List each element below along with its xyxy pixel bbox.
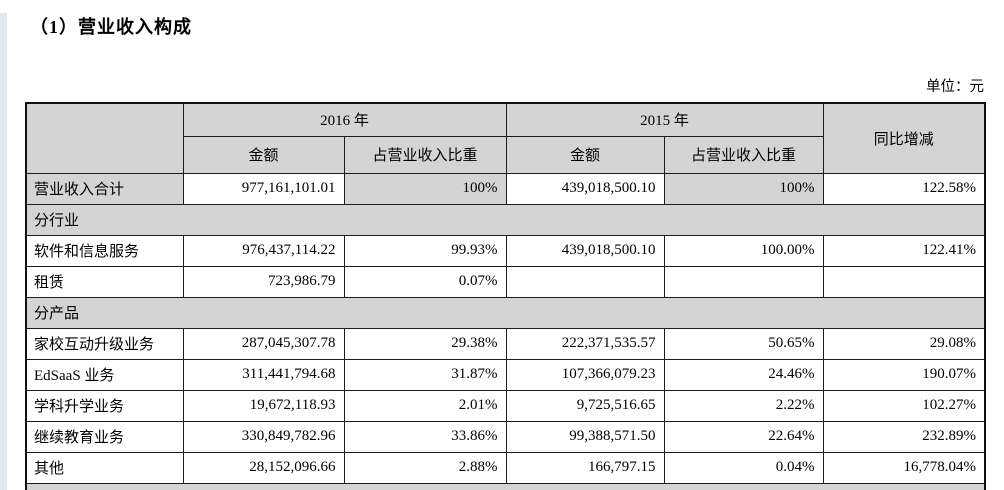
table-row: EdSaaS 业务 311,441,794.68 31.87% 107,366,… — [25, 358, 986, 391]
col-group-2015: 2015 年 — [505, 102, 824, 137]
table-row-total: 营业收入合计 977,161,101.01 100% 439,018,500.1… — [25, 172, 986, 205]
cell-share-2015 — [663, 265, 824, 298]
cell-label: 其他 — [25, 451, 184, 484]
cell-label: 继续教育业务 — [25, 420, 184, 453]
section-label: 分行业 — [25, 203, 986, 236]
cell-amount-2015: 439,018,500.10 — [505, 172, 665, 205]
cell-share-2015: 100% — [663, 172, 824, 205]
cell-amount-2015: 107,366,079.23 — [505, 358, 665, 391]
page-title: （1）营业收入构成 — [30, 17, 192, 37]
section-row-product: 分产品 — [25, 296, 986, 329]
cell-amount-2015: 99,388,571.50 — [505, 420, 665, 453]
cell-share-2015: 0.04% — [663, 451, 824, 484]
cell-amount-2016: 976,437,114.22 — [182, 234, 345, 267]
col-header-amount-2016: 金额 — [182, 135, 345, 174]
header-row-metrics: 金额 占营业收入比重 金额 占营业收入比重 — [26, 135, 985, 174]
cell-yoy: 122.58% — [822, 172, 986, 205]
cell-yoy: 16,778.04% — [822, 451, 986, 484]
section-label: 分产品 — [25, 296, 986, 329]
corner-empty-cell — [25, 102, 184, 174]
cell-yoy: 232.89% — [822, 420, 986, 453]
table-row: 软件和信息服务 976,437,114.22 99.93% 439,018,50… — [25, 234, 986, 267]
section-row-industry: 分行业 — [25, 203, 986, 236]
table-row: 其他 28,152,096.66 2.88% 166,797.15 0.04% … — [25, 451, 986, 484]
cell-share-2015: 22.64% — [663, 420, 824, 453]
cell-label: 学科升学业务 — [25, 389, 184, 422]
col-header-share-2016: 占营业收入比重 — [343, 135, 507, 174]
cell-amount-2015: 9,725,516.65 — [505, 389, 665, 422]
cell-share-2016: 29.38% — [343, 327, 507, 360]
cell-share-2016: 31.87% — [343, 358, 507, 391]
header-row-years: 2016 年 2015 年 同比增减 — [25, 102, 986, 174]
table-row: 租赁 723,986.79 0.07% — [25, 265, 986, 298]
cell-share-2016: 100% — [343, 172, 507, 205]
col-group-2016: 2016 年 — [182, 102, 507, 137]
table-body: 营业收入合计 977,161,101.01 100% 439,018,500.1… — [25, 172, 986, 490]
revenue-composition-table: 2016 年 2015 年 同比增减 金额 占营业收入比重 金额 占营业收入比重… — [25, 102, 987, 490]
cell-label: 家校互动升级业务 — [25, 327, 184, 360]
cell-amount-2016: 311,441,794.68 — [182, 358, 345, 391]
cell-amount-2015: 166,797.15 — [505, 451, 665, 484]
cell-amount-2016: 287,045,307.78 — [182, 327, 345, 360]
unit-label: 单位：元 — [926, 79, 984, 95]
cell-label: 软件和信息服务 — [25, 234, 184, 267]
table-header: 2016 年 2015 年 同比增减 金额 占营业收入比重 金额 占营业收入比重 — [25, 102, 986, 174]
cell-share-2015: 100.00% — [663, 234, 824, 267]
next-section-row-clipped — [25, 482, 986, 490]
table-row: 继续教育业务 330,849,782.96 33.86% 99,388,571.… — [25, 420, 986, 453]
cell-share-2015: 2.22% — [663, 389, 824, 422]
cell-amount-2015 — [505, 265, 665, 298]
cell-share-2016: 0.07% — [343, 265, 507, 298]
cell-label: EdSaaS 业务 — [25, 358, 184, 391]
table-row: 家校互动升级业务 287,045,307.78 29.38% 222,371,5… — [25, 327, 986, 360]
cell-share-2016: 2.88% — [343, 451, 507, 484]
cell-label: 租赁 — [25, 265, 184, 298]
cell-share-2016: 2.01% — [343, 389, 507, 422]
cell-share-2016: 99.93% — [343, 234, 507, 267]
page-edge-strip — [0, 13, 7, 490]
col-header-share-2015: 占营业收入比重 — [663, 135, 824, 174]
cell-amount-2016: 330,849,782.96 — [182, 420, 345, 453]
cell-amount-2015: 439,018,500.10 — [505, 234, 665, 267]
cell-amount-2016: 977,161,101.01 — [182, 172, 345, 205]
col-header-yoy: 同比增减 — [822, 102, 986, 174]
cell-amount-2016: 723,986.79 — [182, 265, 345, 298]
cell-amount-2016: 19,672,118.93 — [182, 389, 345, 422]
cell-yoy: 29.08% — [822, 327, 986, 360]
cell-share-2016: 33.86% — [343, 420, 507, 453]
cell-amount-2016: 28,152,096.66 — [182, 451, 345, 484]
cell-share-2015: 24.46% — [663, 358, 824, 391]
cell-amount-2015: 222,371,535.57 — [505, 327, 665, 360]
cell-yoy: 190.07% — [822, 358, 986, 391]
col-header-amount-2015: 金额 — [505, 135, 665, 174]
cell-yoy — [822, 265, 986, 298]
cell-yoy: 122.41% — [822, 234, 986, 267]
table-row: 学科升学业务 19,672,118.93 2.01% 9,725,516.65 … — [25, 389, 986, 422]
cell-share-2015: 50.65% — [663, 327, 824, 360]
cell-label: 营业收入合计 — [25, 172, 184, 205]
cell-yoy: 102.27% — [822, 389, 986, 422]
